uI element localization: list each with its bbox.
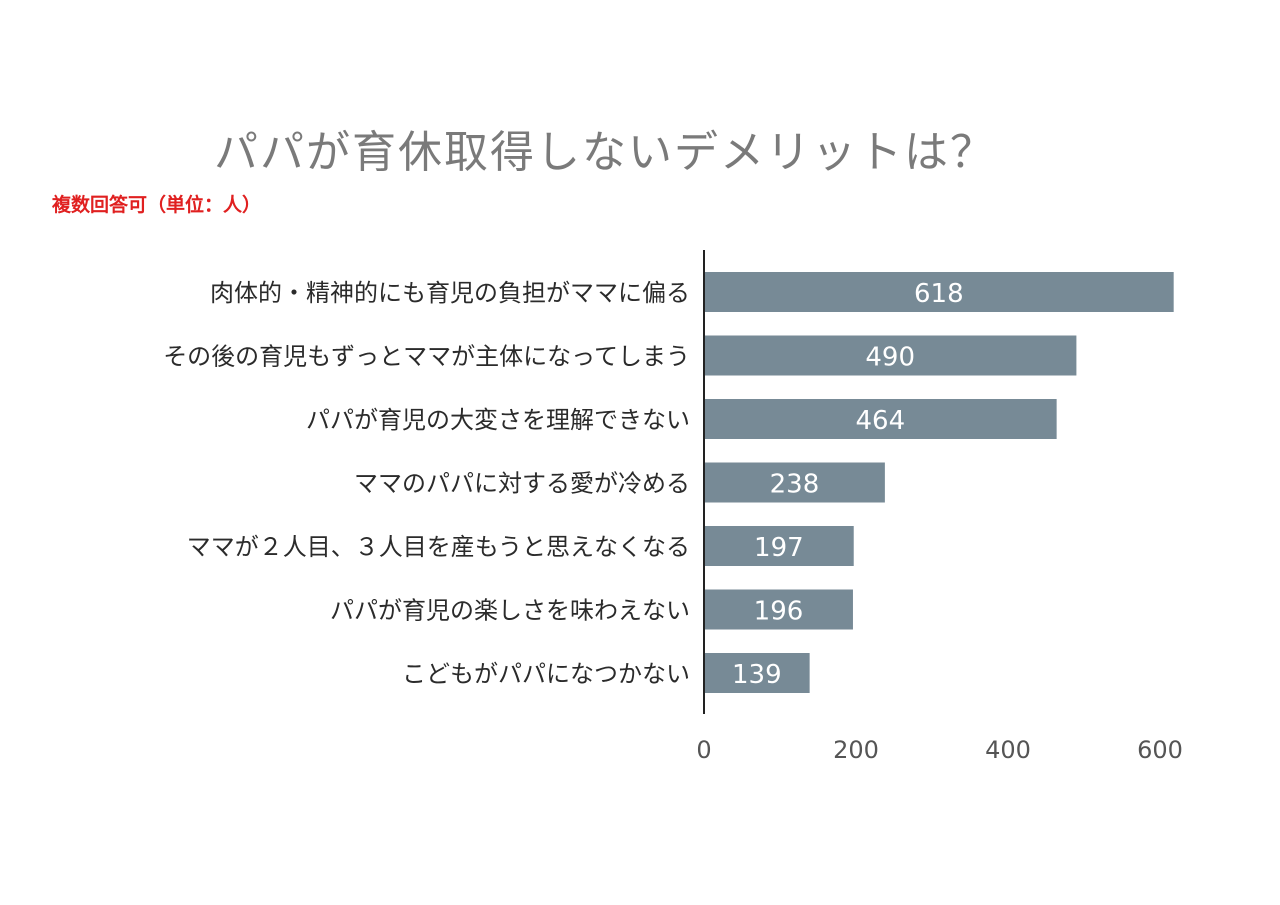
category-label-5: パパが育児の楽しさを味わえない [330, 597, 690, 625]
bar-5 [704, 589, 853, 630]
category-label-1: その後の育児もずっとママが主体になってしまう [163, 343, 690, 371]
chart-title: パパが育休取得しないデメリットは？ [214, 127, 996, 178]
category-label-0: 肉体的・精神的にも育児の負担がママに偏る [210, 279, 690, 307]
bar-2 [704, 399, 1057, 439]
category-label-6: こどもがパパになつかない [402, 660, 690, 688]
bar-6 [704, 653, 810, 693]
bar-3 [704, 462, 885, 503]
bar-4 [704, 526, 854, 566]
category-label-4: ママが２人目、３人目を産もうと思えなくなる [187, 533, 690, 561]
bar-1 [704, 335, 1077, 376]
data-label-1: 490 [865, 343, 915, 373]
category-label-2: パパが育児の大変さを理解できない [306, 406, 690, 434]
x-tick-label-2: 400 [985, 736, 1031, 764]
data-label-6: 139 [732, 660, 782, 690]
data-label-2: 464 [855, 406, 905, 436]
chart-subtitle: 複数回答可（単位：人） [52, 194, 262, 216]
data-label-0: 618 [914, 279, 964, 309]
x-tick-label-3: 600 [1137, 736, 1183, 764]
x-tick-label-0: 0 [696, 736, 711, 764]
bar-0 [704, 272, 1174, 312]
data-label-4: 197 [754, 533, 804, 563]
data-label-5: 196 [754, 597, 804, 627]
category-label-3: ママのパパに対する愛が冷める [354, 470, 690, 498]
data-label-3: 238 [770, 470, 820, 500]
x-tick-label-1: 200 [833, 736, 879, 764]
